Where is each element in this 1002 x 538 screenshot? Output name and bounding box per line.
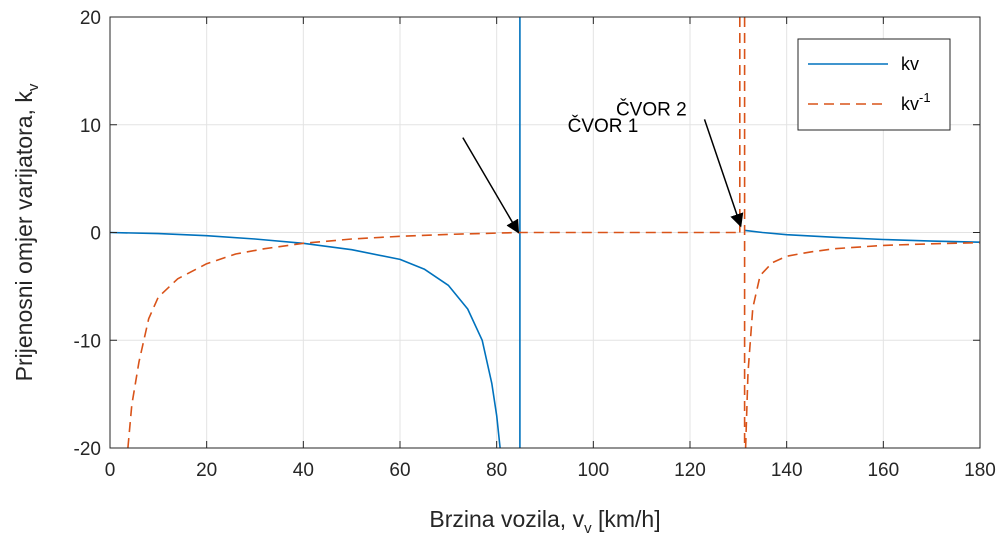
- x-tick-label-4: 80: [486, 460, 507, 481]
- x-tick-label-6: 120: [674, 460, 706, 481]
- y-tick-label-3: 10: [80, 116, 101, 137]
- y-axis-title-subscript: v: [25, 83, 42, 91]
- legend-label-1: kv-1: [901, 90, 931, 114]
- y-axis-title: Prijenosni omjer varijatora, kv: [11, 83, 42, 381]
- legend-label-text-1: kv: [901, 94, 919, 114]
- annotation-arrow-2: [703, 119, 744, 228]
- x-axis-title: Brzina vozila, vv [km/h]: [429, 506, 660, 537]
- series-1-line-0: [127, 231, 739, 448]
- y-tick-label-1: -10: [74, 331, 101, 352]
- annotation-label-1: ČVOR 1: [568, 115, 639, 137]
- series-1-line-3: [744, 241, 980, 448]
- series-group: [110, 17, 980, 448]
- x-tick-label-3: 60: [389, 460, 410, 481]
- y-axis-title-main: Prijenosni omjer varijatora, k: [11, 91, 37, 382]
- series-0-line-0: [110, 231, 501, 448]
- legend-label-text-0: kv: [901, 54, 919, 74]
- x-axis-title-main: Brzina vozila, v: [429, 506, 584, 532]
- y-tick-label-4: 20: [80, 8, 101, 29]
- x-tick-label-1: 20: [196, 460, 217, 481]
- plot-layer: 0 20 40 60 80 100 120 140 160 180 -20 -10 0 10 20 Brzin…: [11, 8, 996, 537]
- series-0-line-2: [744, 229, 980, 243]
- x-tick-label-9: 180: [964, 460, 996, 481]
- annotation-label-2: ČVOR 2: [616, 99, 687, 121]
- x-tick-label-0: 0: [105, 460, 116, 481]
- legend-label-superscript-1: -1: [919, 90, 931, 105]
- y-tick-label-2: 0: [90, 224, 101, 245]
- x-tick-label-8: 160: [867, 460, 899, 481]
- x-tick-label-2: 40: [293, 460, 314, 481]
- legend-label-0: kv: [901, 54, 919, 74]
- annotation-arrow-1: [462, 137, 520, 234]
- x-tick-label-5: 100: [577, 460, 609, 481]
- y-tick-label-0: -20: [74, 439, 101, 460]
- x-tick-label-7: 140: [771, 460, 803, 481]
- x-axis-title-unit: [km/h]: [592, 506, 661, 532]
- x-axis-title-subscript: v: [584, 520, 592, 537]
- legend-box: [797, 38, 951, 131]
